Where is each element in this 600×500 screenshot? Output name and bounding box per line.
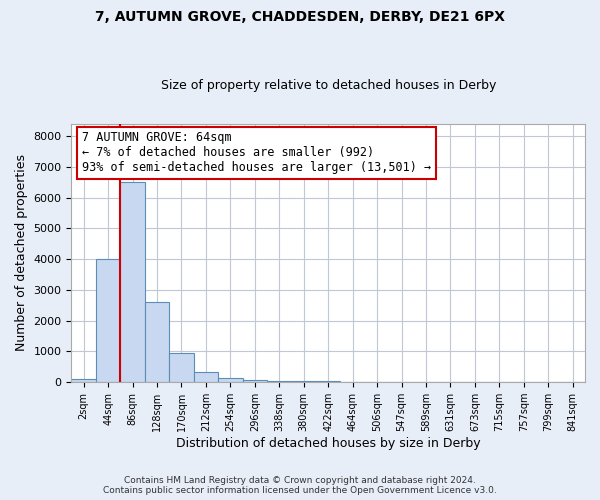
Text: Contains HM Land Registry data © Crown copyright and database right 2024.
Contai: Contains HM Land Registry data © Crown c…: [103, 476, 497, 495]
Bar: [242, 380, 267, 382]
Y-axis label: Number of detached properties: Number of detached properties: [15, 154, 28, 352]
Bar: [169, 353, 194, 382]
X-axis label: Distribution of detached houses by size in Derby: Distribution of detached houses by size …: [176, 437, 481, 450]
Bar: [267, 380, 292, 382]
Text: 7, AUTUMN GROVE, CHADDESDEN, DERBY, DE21 6PX: 7, AUTUMN GROVE, CHADDESDEN, DERBY, DE21…: [95, 10, 505, 24]
Bar: [96, 259, 121, 382]
Bar: [218, 378, 242, 382]
Bar: [194, 372, 218, 382]
Bar: [145, 302, 169, 382]
Text: 7 AUTUMN GROVE: 64sqm
← 7% of detached houses are smaller (992)
93% of semi-deta: 7 AUTUMN GROVE: 64sqm ← 7% of detached h…: [82, 132, 431, 174]
Bar: [316, 380, 340, 382]
Title: Size of property relative to detached houses in Derby: Size of property relative to detached ho…: [161, 79, 496, 92]
Bar: [71, 379, 96, 382]
Bar: [121, 182, 145, 382]
